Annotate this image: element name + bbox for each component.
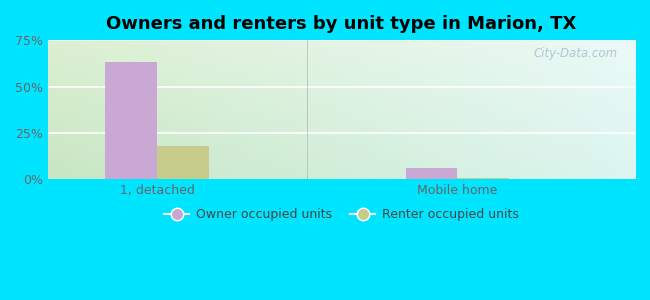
Legend: Owner occupied units, Renter occupied units: Owner occupied units, Renter occupied un…: [159, 203, 523, 226]
Bar: [458, 178, 510, 179]
Bar: [105, 62, 157, 179]
Text: City-Data.com: City-Data.com: [533, 47, 618, 60]
Title: Owners and renters by unit type in Marion, TX: Owners and renters by unit type in Mario…: [106, 15, 577, 33]
Bar: [157, 146, 209, 179]
Bar: [406, 168, 458, 179]
